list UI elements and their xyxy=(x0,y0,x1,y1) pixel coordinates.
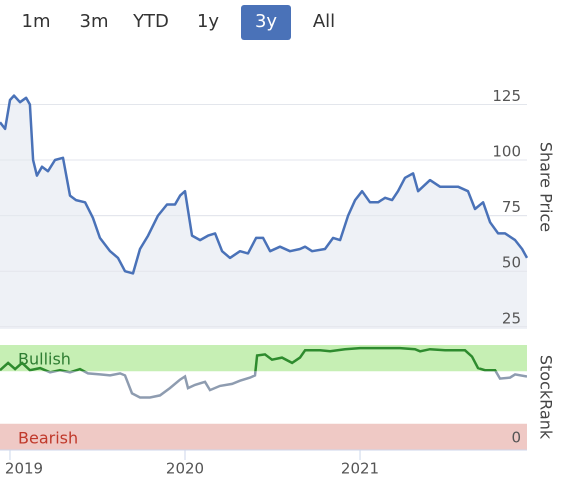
axis-label: StockRank xyxy=(537,355,556,440)
range-button[interactable]: 1y xyxy=(196,11,220,32)
x-tick-label: 2021 xyxy=(341,460,379,478)
axis-label: Share Price xyxy=(537,142,556,232)
band xyxy=(0,345,527,372)
y-tick-label: 0 xyxy=(511,429,521,447)
y-tick-label: 25 xyxy=(502,309,521,327)
y-tick-label: 100 xyxy=(492,143,521,161)
band xyxy=(0,423,527,450)
stockrank-line xyxy=(29,371,527,399)
band-label: Bearish xyxy=(18,428,78,447)
price-line xyxy=(0,94,529,275)
y-tick-label: 125 xyxy=(492,87,521,105)
range-button[interactable]: 3y xyxy=(241,5,291,40)
range-button[interactable]: All xyxy=(312,11,336,32)
range-button[interactable]: YTD xyxy=(133,11,169,32)
y-tick-label: 50 xyxy=(502,254,521,272)
stockrank-line-bullish xyxy=(0,346,498,372)
area xyxy=(0,95,527,329)
y-tick-label: 75 xyxy=(502,198,521,216)
x-tick-label: 2020 xyxy=(166,460,204,478)
range-button[interactable]: 1m xyxy=(21,11,51,32)
x-tick-label: 2019 xyxy=(5,460,43,478)
range-button[interactable]: 3m xyxy=(79,11,109,32)
band-label: Bullish xyxy=(18,350,71,369)
